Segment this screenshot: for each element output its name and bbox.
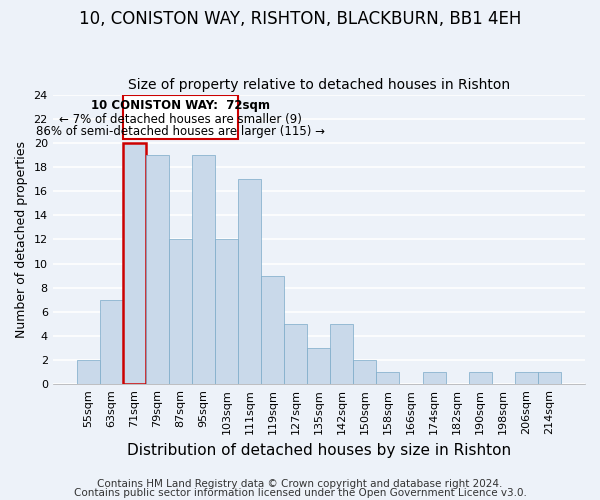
Bar xyxy=(469,372,491,384)
Bar xyxy=(353,360,376,384)
Bar xyxy=(284,324,307,384)
Bar xyxy=(100,300,123,384)
Text: 86% of semi-detached houses are larger (115) →: 86% of semi-detached houses are larger (… xyxy=(36,125,325,138)
Bar xyxy=(376,372,400,384)
Bar xyxy=(515,372,538,384)
Bar xyxy=(238,179,261,384)
Bar xyxy=(538,372,561,384)
Y-axis label: Number of detached properties: Number of detached properties xyxy=(15,141,28,338)
Bar xyxy=(77,360,100,384)
Title: Size of property relative to detached houses in Rishton: Size of property relative to detached ho… xyxy=(128,78,510,92)
Bar xyxy=(123,143,146,384)
X-axis label: Distribution of detached houses by size in Rishton: Distribution of detached houses by size … xyxy=(127,442,511,458)
Text: 10 CONISTON WAY:  72sqm: 10 CONISTON WAY: 72sqm xyxy=(91,99,270,112)
FancyBboxPatch shape xyxy=(123,94,238,139)
Bar xyxy=(192,155,215,384)
Text: Contains public sector information licensed under the Open Government Licence v3: Contains public sector information licen… xyxy=(74,488,526,498)
Bar xyxy=(331,324,353,384)
Bar xyxy=(169,240,192,384)
Bar xyxy=(146,155,169,384)
Text: 10, CONISTON WAY, RISHTON, BLACKBURN, BB1 4EH: 10, CONISTON WAY, RISHTON, BLACKBURN, BB… xyxy=(79,10,521,28)
Bar xyxy=(215,240,238,384)
Bar xyxy=(307,348,331,385)
Text: ← 7% of detached houses are smaller (9): ← 7% of detached houses are smaller (9) xyxy=(59,112,302,126)
Bar xyxy=(422,372,446,384)
Bar xyxy=(261,276,284,384)
Text: Contains HM Land Registry data © Crown copyright and database right 2024.: Contains HM Land Registry data © Crown c… xyxy=(97,479,503,489)
